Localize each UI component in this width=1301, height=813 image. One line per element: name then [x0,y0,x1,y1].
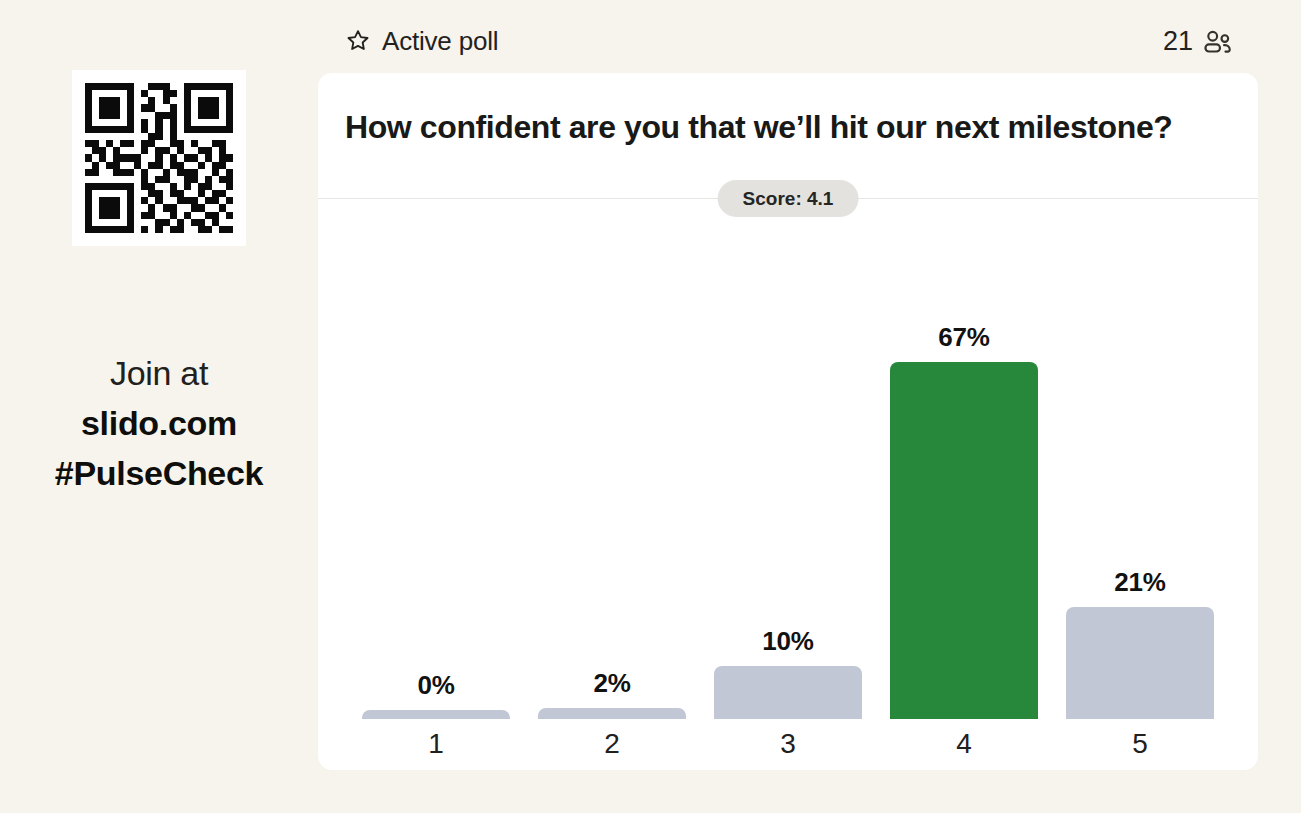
bar-column-5: 21% [1066,567,1214,719]
qr-code [72,70,246,246]
bar-rect-3 [714,666,862,719]
bar-rect-4 [890,362,1038,719]
axis-label-4: 4 [890,728,1038,760]
axis-label-1: 1 [362,728,510,760]
bar-value-label: 67% [938,322,989,353]
event-code-text: #PulseCheck [0,448,318,498]
join-instructions: Join at slido.com #PulseCheck [0,348,318,498]
join-at-text: Join at [0,348,318,398]
participants-count: 21 [1163,26,1193,57]
bar-rect-5 [1066,607,1214,719]
poll-question: How confident are you that we’ll hit our… [345,109,1231,146]
slido-url-text: slido.com [0,398,318,448]
bar-column-1: 0% [362,670,510,719]
bar-rect-2 [538,708,686,719]
score-badge: Score: 4.1 [718,180,859,217]
poll-card: How confident are you that we’ll hit our… [318,73,1258,770]
bar-value-label: 2% [593,668,630,699]
participants-counter: 21 [1163,26,1232,57]
people-icon [1202,28,1232,55]
bar-column-2: 2% [538,668,686,719]
bar-value-label: 10% [762,626,813,657]
bars-row: 0% 2% 10% 67% 21% [362,239,1214,719]
poll-status-label: Active poll [382,26,498,57]
axis-row: 12345 [362,728,1214,760]
poll-status: Active poll [345,26,498,57]
bar-value-label: 21% [1114,567,1165,598]
bar-column-4: 67% [890,322,1038,719]
bar-column-3: 10% [714,626,862,719]
axis-label-3: 3 [714,728,862,760]
axis-label-2: 2 [538,728,686,760]
poll-header: Active poll 21 [318,18,1258,64]
star-icon [345,28,371,54]
bar-value-label: 0% [417,670,454,701]
bar-rect-1 [362,710,510,719]
poll-results-chart: 0% 2% 10% 67% 21% 12345 [362,239,1214,760]
qr-code-pattern [85,83,233,233]
axis-label-5: 5 [1066,728,1214,760]
